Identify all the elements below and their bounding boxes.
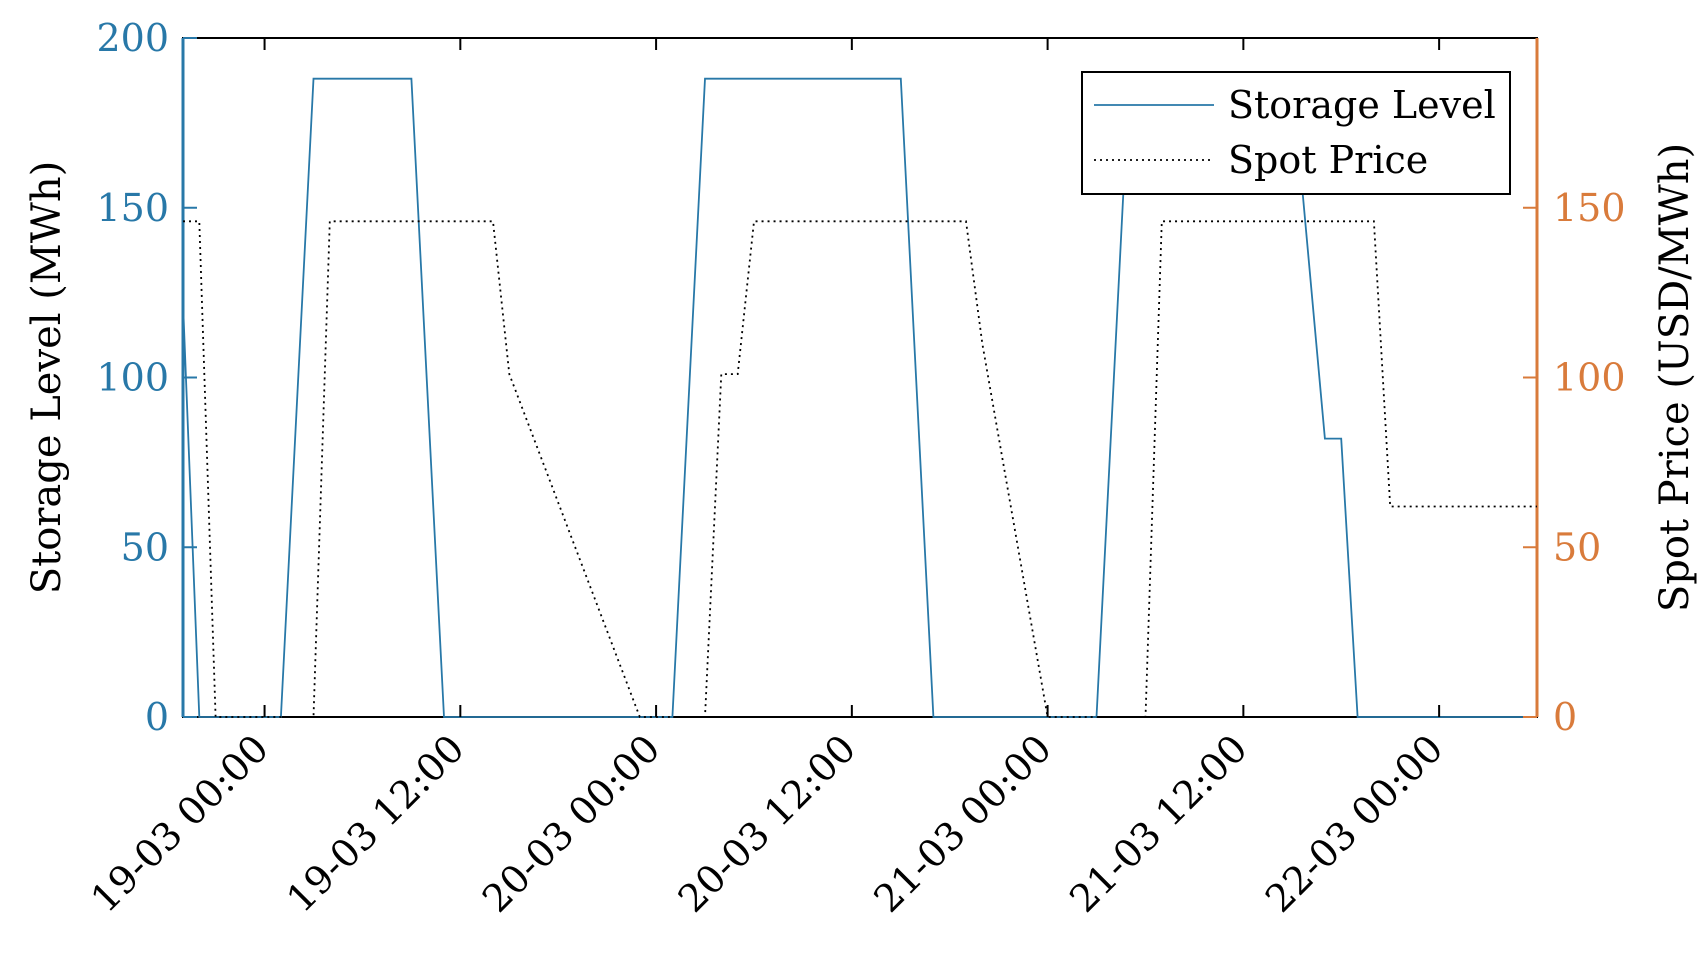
series-layer	[182, 77, 1537, 718]
x-tick-label: 21-03 00:00	[865, 726, 1060, 921]
y-right-tick-label: 50	[1553, 525, 1601, 569]
y-left-tick-label: 50	[121, 525, 169, 569]
y-right-tick-label: 100	[1553, 356, 1626, 400]
x-tick-label: 21-03 12:00	[1061, 726, 1256, 921]
legend-label-storage-level: Storage Level	[1228, 83, 1496, 127]
series-spot-price	[183, 220, 1537, 718]
y-left-tick-label: 100	[96, 356, 169, 400]
y-right-tick-label: 150	[1553, 186, 1626, 230]
legend: Storage Level Spot Price	[1081, 71, 1511, 195]
y-left-tick-label: 200	[96, 16, 169, 60]
legend-label-spot-price: Spot Price	[1228, 138, 1428, 182]
y-axis-right-title: Spot Price (USD/MWh)	[1652, 143, 1698, 612]
legend-box	[1081, 71, 1511, 195]
x-tick-label: 20-03 12:00	[670, 726, 865, 921]
series-storage-level	[182, 77, 1537, 718]
y-axis-left-title: Storage Level (MWh)	[24, 161, 70, 595]
y-left-tick-label: 0	[145, 695, 169, 739]
x-tick-label: 19-03 12:00	[278, 726, 473, 921]
y-right-tick-label: 0	[1553, 695, 1577, 739]
x-tick-label: 19-03 00:00	[82, 726, 277, 921]
x-tick-label: 20-03 00:00	[474, 726, 669, 921]
x-tick-label: 22-03 00:00	[1257, 726, 1452, 921]
y-left-tick-label: 150	[96, 186, 169, 230]
